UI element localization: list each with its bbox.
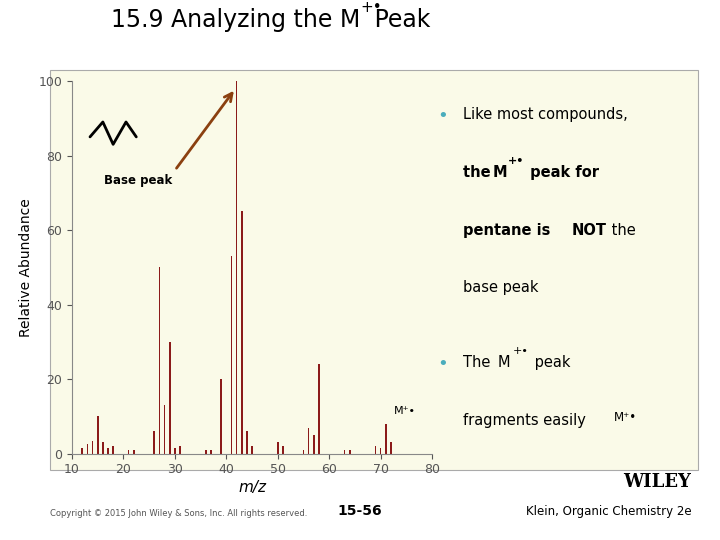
Text: •: • <box>437 355 448 373</box>
Bar <box>282 446 284 454</box>
Bar <box>96 416 99 454</box>
Bar <box>81 448 84 454</box>
Text: +•: +• <box>513 346 529 355</box>
Text: the: the <box>463 165 496 180</box>
Bar <box>210 450 212 454</box>
X-axis label: m/z: m/z <box>238 481 266 496</box>
Bar <box>307 428 310 454</box>
Y-axis label: Relative Abundance: Relative Abundance <box>19 198 33 336</box>
Bar <box>112 446 114 454</box>
Text: Peak: Peak <box>367 9 431 32</box>
Bar <box>163 405 166 454</box>
Text: peak: peak <box>530 355 570 370</box>
Bar <box>204 450 207 454</box>
Text: 15-56: 15-56 <box>338 504 382 518</box>
Bar <box>174 448 176 454</box>
Bar <box>240 211 243 454</box>
Bar <box>132 450 135 454</box>
Text: •: • <box>437 107 448 125</box>
Bar <box>374 446 377 454</box>
Text: Copyright © 2015 John Wiley & Sons, Inc. All rights reserved.: Copyright © 2015 John Wiley & Sons, Inc.… <box>50 509 307 518</box>
Bar <box>102 442 104 454</box>
Text: +•: +• <box>508 156 524 166</box>
Text: +•: +• <box>360 0 382 15</box>
Bar <box>379 448 382 454</box>
Bar <box>251 446 253 454</box>
Text: Base peak: Base peak <box>104 174 172 187</box>
Bar <box>153 431 156 454</box>
Text: pentane is: pentane is <box>463 222 556 238</box>
Text: peak for: peak for <box>525 165 599 180</box>
Bar <box>107 448 109 454</box>
Bar <box>390 442 392 454</box>
Bar <box>318 364 320 454</box>
Bar <box>246 431 248 454</box>
Text: Klein, Organic Chemistry 2e: Klein, Organic Chemistry 2e <box>526 505 691 518</box>
Text: M⁺•: M⁺• <box>393 406 415 416</box>
Text: The: The <box>463 355 495 370</box>
Bar <box>230 256 233 454</box>
Bar <box>235 81 238 454</box>
Bar <box>168 342 171 454</box>
Bar <box>276 442 279 454</box>
Text: M: M <box>493 165 508 180</box>
Text: the: the <box>607 222 636 238</box>
Text: 15.9 Analyzing the M: 15.9 Analyzing the M <box>111 9 360 32</box>
Text: base peak: base peak <box>463 280 539 295</box>
Bar <box>86 444 89 454</box>
Bar <box>343 450 346 454</box>
Text: NOT: NOT <box>572 222 607 238</box>
Bar <box>179 446 181 454</box>
Text: M⁺•: M⁺• <box>613 411 636 424</box>
Bar <box>220 379 222 454</box>
Text: Like most compounds,: Like most compounds, <box>463 107 628 122</box>
Bar <box>312 435 315 454</box>
Bar <box>384 424 387 454</box>
Bar <box>348 450 351 454</box>
Bar <box>158 267 161 454</box>
Bar <box>127 450 130 454</box>
Text: fragments easily: fragments easily <box>463 413 586 428</box>
Text: M: M <box>498 355 510 370</box>
Bar <box>91 441 94 454</box>
Bar <box>302 450 305 454</box>
Text: WILEY: WILEY <box>624 474 691 491</box>
